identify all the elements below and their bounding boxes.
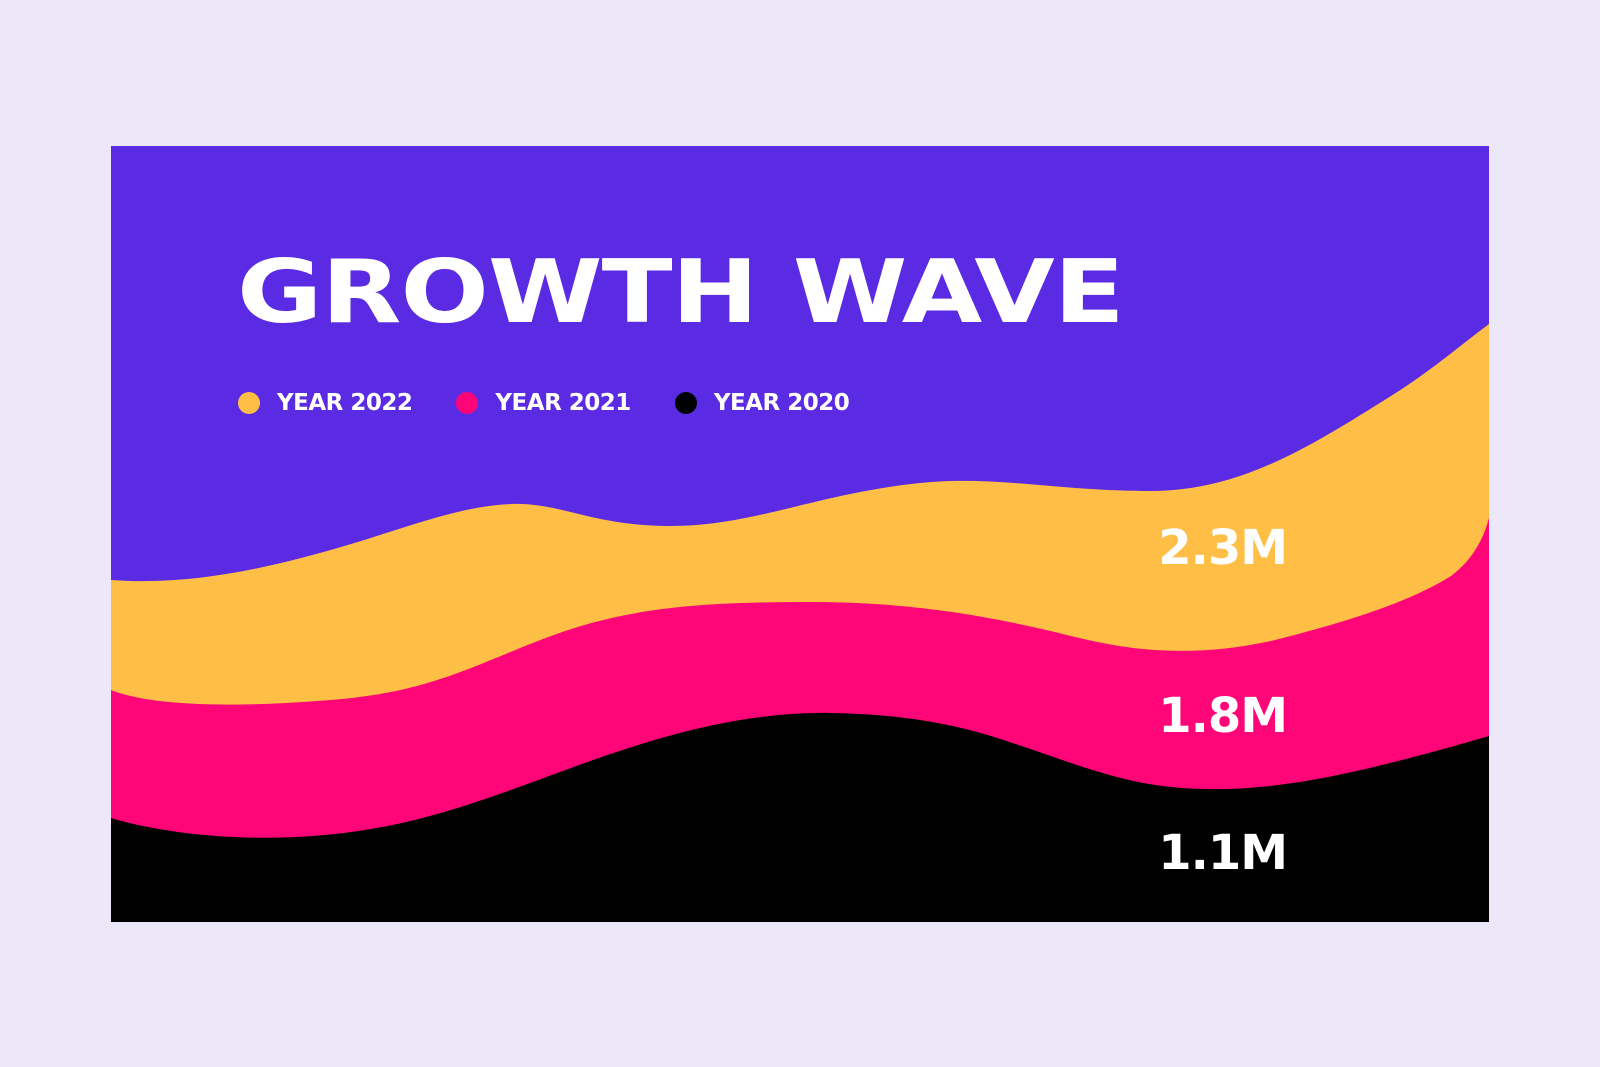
value-label-2022: 2.3M — [1158, 520, 1288, 576]
legend-label-2020: YEAR 2020 — [713, 390, 850, 416]
legend-label-2022: YEAR 2022 — [277, 390, 413, 416]
wave-series-2020 — [111, 712, 1489, 922]
legend-item-2020: YEAR 2020 — [674, 390, 850, 416]
legend-dot-2022 — [238, 392, 260, 414]
legend-dot-2021 — [456, 392, 479, 414]
chart-title: GROWTH WAVE — [237, 240, 1125, 343]
value-label-2020: 1.1M — [1158, 825, 1288, 881]
legend-item-2022: YEAR 2022 — [238, 390, 413, 416]
wave-chart — [111, 324, 1489, 922]
legend-label-2021: YEAR 2021 — [495, 390, 631, 416]
chart-card: GROWTH WAVE YEAR 2022 YEAR 2021 YEAR 202… — [111, 146, 1489, 922]
chart-legend: YEAR 2022 YEAR 2021 YEAR 2020 — [238, 390, 850, 416]
legend-item-2021: YEAR 2021 — [456, 390, 631, 416]
legend-dot-2020 — [674, 392, 697, 414]
value-label-2021: 1.8M — [1158, 688, 1288, 744]
